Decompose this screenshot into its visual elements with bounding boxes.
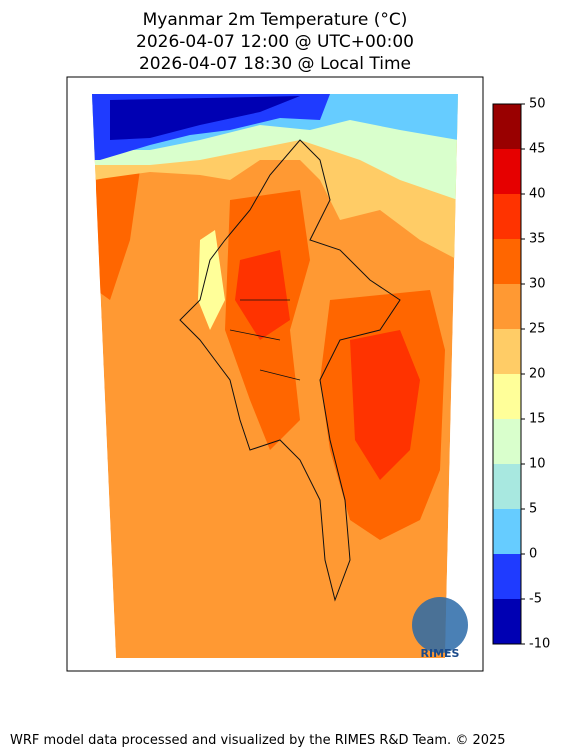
- tick-label: 20: [529, 367, 546, 382]
- colorbar-band: [493, 419, 521, 464]
- map: RIMES: [66, 76, 484, 672]
- logo: RIMES: [412, 597, 468, 660]
- colorbar-band: [493, 599, 521, 644]
- footer: WRF model data processed and visualized …: [10, 733, 506, 748]
- title-line: 2026-04-07 12:00 @ UTC+00:00: [136, 32, 414, 52]
- colorbar-band: [493, 554, 521, 599]
- tick-label: -5: [529, 592, 542, 607]
- tick-label: -10: [529, 637, 550, 652]
- title-line: 2026-04-07 18:30 @ Local Time: [139, 54, 411, 74]
- colorbar-band: [493, 374, 521, 419]
- tick-label: 40: [529, 187, 546, 202]
- tick-label: 25: [529, 322, 546, 337]
- tick-label: 35: [529, 232, 546, 247]
- tick-label: 0: [529, 547, 537, 562]
- tick-label: 10: [529, 457, 546, 472]
- colorbar-band: [493, 194, 521, 239]
- tick-label: 45: [529, 142, 546, 157]
- tick-label: 50: [529, 97, 546, 112]
- colorbar-band: [493, 509, 521, 554]
- colorbar-band: [493, 464, 521, 509]
- logo-text: RIMES: [421, 647, 460, 660]
- tick-label: 30: [529, 277, 546, 292]
- colorbar-band: [493, 329, 521, 374]
- tick-label: 5: [529, 502, 537, 517]
- colorbar-band: [493, 149, 521, 194]
- colorbar-band: [493, 284, 521, 329]
- title-line: Myanmar 2m Temperature (°C): [143, 10, 408, 30]
- colorbar-band: [493, 239, 521, 284]
- colorbar-band: [493, 104, 521, 149]
- colorbar: -10 -5 0 5 10 15 20 25 30 35 40 45 50: [492, 97, 550, 652]
- tick-label: 15: [529, 412, 546, 427]
